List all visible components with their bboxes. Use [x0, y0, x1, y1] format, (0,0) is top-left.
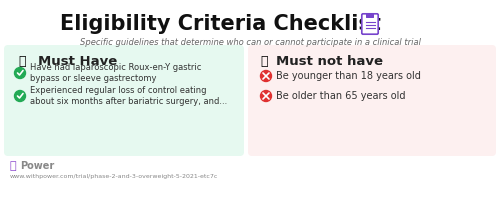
Circle shape	[14, 67, 26, 78]
Text: Must Have: Must Have	[38, 54, 117, 67]
Text: Eligibility Criteria Checklist: Eligibility Criteria Checklist	[60, 14, 380, 34]
FancyBboxPatch shape	[4, 45, 244, 156]
Text: Specific guidelines that determine who can or cannot participate in a clinical t: Specific guidelines that determine who c…	[80, 37, 420, 47]
FancyBboxPatch shape	[366, 13, 374, 18]
Text: 👍: 👍	[18, 54, 26, 67]
Text: Power: Power	[20, 161, 54, 171]
Text: Be older than 65 years old: Be older than 65 years old	[276, 91, 406, 101]
Text: 👎: 👎	[260, 54, 268, 67]
Text: Be younger than 18 years old: Be younger than 18 years old	[276, 71, 421, 81]
Text: Have had laparoscopic Roux-en-Y gastric
bypass or sleeve gastrectomy: Have had laparoscopic Roux-en-Y gastric …	[30, 62, 202, 83]
Text: 𝒫: 𝒫	[10, 161, 16, 171]
FancyBboxPatch shape	[362, 14, 378, 34]
Circle shape	[260, 71, 272, 82]
Text: Must not have: Must not have	[276, 54, 383, 67]
Circle shape	[14, 90, 26, 101]
Circle shape	[260, 90, 272, 101]
FancyBboxPatch shape	[248, 45, 496, 156]
Text: www.withpower.com/trial/phase-2-and-3-overweight-5-2021-etc7c: www.withpower.com/trial/phase-2-and-3-ov…	[10, 174, 218, 179]
Text: Experienced regular loss of control eating
about six months after bariatric surg: Experienced regular loss of control eati…	[30, 86, 227, 106]
